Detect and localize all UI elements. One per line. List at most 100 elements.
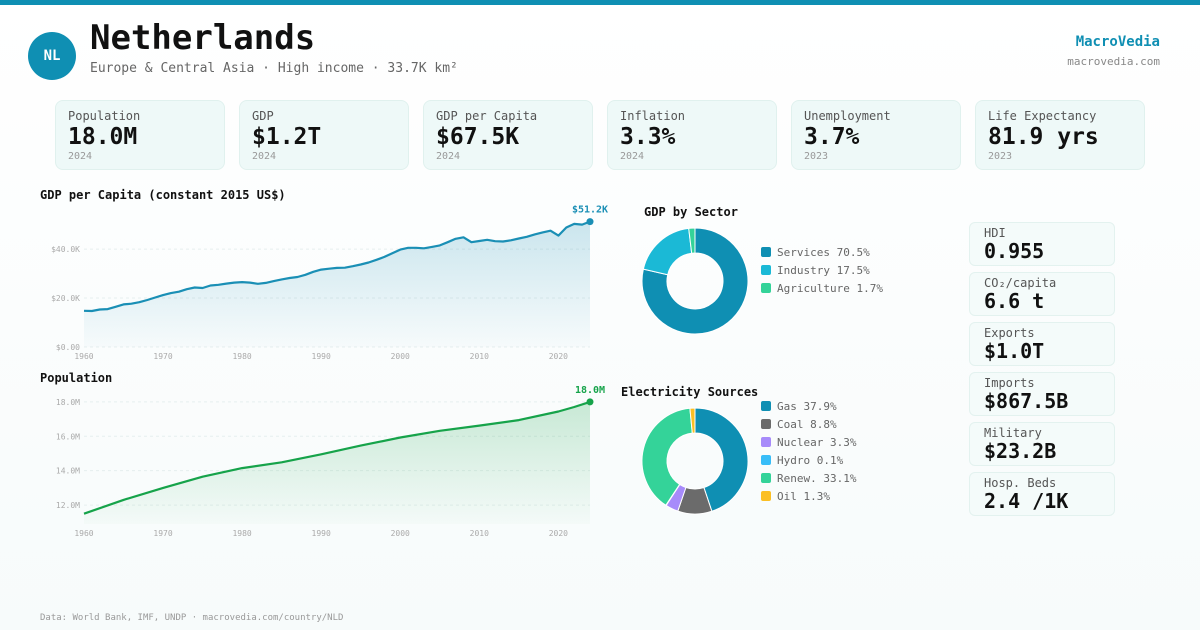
area-fill bbox=[84, 401, 590, 524]
legend-swatch bbox=[761, 265, 771, 275]
stat-card-hdi: HDI 0.955 bbox=[969, 222, 1115, 266]
x-tick-label: 2010 bbox=[470, 352, 489, 361]
legend-label: Nuclear 3.3% bbox=[777, 435, 857, 449]
kpi-card-gdp: GDP $1.2T 2024 bbox=[239, 100, 409, 170]
stat-card-imports: Imports $867.5B bbox=[969, 372, 1115, 416]
legend-swatch bbox=[761, 455, 771, 465]
series-line bbox=[83, 400, 591, 515]
stat-label: CO₂/capita bbox=[984, 276, 1057, 290]
legend-swatch bbox=[761, 491, 771, 501]
kpi-year: 2023 bbox=[988, 151, 1013, 162]
stat-value: $23.2B bbox=[984, 439, 1057, 463]
last-value-point bbox=[586, 218, 594, 226]
x-tick-label: 1960 bbox=[74, 352, 93, 361]
electricity-sources-legend: Gas 37.9% Coal 8.8% Nuclear 3.3% Hydro 0… bbox=[761, 397, 856, 505]
y-tick-label: $40.0K bbox=[51, 245, 80, 254]
slice-renew bbox=[641, 407, 693, 506]
legend-item-nuclear: Nuclear 3.3% bbox=[761, 433, 856, 451]
gdp-per-capita-chart-title: GDP per Capita (constant 2015 US$) bbox=[40, 188, 286, 202]
stat-value: $867.5B bbox=[984, 389, 1069, 413]
legend-item-renewables: Renew. 33.1% bbox=[761, 469, 856, 487]
kpi-label: Life Expectancy bbox=[988, 109, 1097, 123]
kpi-label: GDP bbox=[252, 109, 274, 123]
kpi-card-unemployment: Unemployment 3.7% 2023 bbox=[791, 100, 961, 170]
x-tick-label: 2000 bbox=[391, 352, 410, 361]
legend-label: Hydro 0.1% bbox=[777, 453, 844, 467]
stat-label: Hosp. Beds bbox=[984, 476, 1057, 490]
kpi-year: 2024 bbox=[252, 151, 277, 162]
stat-card-exports: Exports $1.0T bbox=[969, 322, 1115, 366]
x-tick-label: 1970 bbox=[153, 529, 172, 538]
kpi-card-life-expectancy: Life Expectancy 81.9 yrs 2023 bbox=[975, 100, 1145, 170]
legend-item-hydro: Hydro 0.1% bbox=[761, 451, 856, 469]
slice-services bbox=[641, 227, 749, 335]
slice-industry bbox=[642, 227, 693, 276]
country-code-badge: NL bbox=[28, 32, 76, 80]
kpi-label: Unemployment bbox=[804, 109, 891, 123]
last-value-point bbox=[586, 398, 594, 406]
legend-label: Oil 1.3% bbox=[777, 489, 830, 503]
x-tick-label: 1990 bbox=[312, 529, 331, 538]
gdp-by-sector-legend: Services 70.5% Industry 17.5% Agricultur… bbox=[761, 243, 883, 297]
data-source-footer: Data: World Bank, IMF, UNDP · macrovedia… bbox=[40, 613, 344, 623]
legend-label: Industry 17.5% bbox=[777, 263, 870, 277]
y-tick-label: 12.0M bbox=[56, 501, 80, 510]
y-tick-label: $20.0K bbox=[51, 294, 80, 303]
y-tick-label: 18.0M bbox=[56, 398, 80, 407]
country-subtitle: Europe & Central Asia · High income · 33… bbox=[90, 61, 458, 76]
legend-item-oil: Oil 1.3% bbox=[761, 487, 856, 505]
y-tick-label: 16.0M bbox=[56, 432, 80, 441]
stat-label: Exports bbox=[984, 326, 1035, 340]
kpi-value: 81.9 yrs bbox=[988, 124, 1099, 150]
kpi-year: 2024 bbox=[620, 151, 645, 162]
kpi-value: $67.5K bbox=[436, 124, 520, 150]
stat-label: HDI bbox=[984, 226, 1006, 240]
legend-item-gas: Gas 37.9% bbox=[761, 397, 856, 415]
last-value-label: $51.2K bbox=[572, 205, 608, 216]
kpi-label: Population bbox=[68, 109, 141, 123]
stat-card-hospital-beds: Hosp. Beds 2.4 /1K bbox=[969, 472, 1115, 516]
x-tick-label: 1990 bbox=[312, 352, 331, 361]
legend-swatch bbox=[761, 437, 771, 447]
electricity-sources-donut bbox=[641, 407, 749, 515]
kpi-value: $1.2T bbox=[252, 124, 322, 150]
x-tick-label: 2010 bbox=[470, 529, 489, 538]
stat-value: 0.955 bbox=[984, 239, 1045, 263]
slice-gas bbox=[694, 407, 749, 512]
kpi-year: 2024 bbox=[436, 151, 461, 162]
legend-swatch bbox=[761, 247, 771, 257]
legend-item-agriculture: Agriculture 1.7% bbox=[761, 279, 883, 297]
legend-swatch bbox=[761, 419, 771, 429]
kpi-label: Inflation bbox=[620, 109, 686, 123]
legend-label: Agriculture 1.7% bbox=[777, 281, 883, 295]
kpi-value: 3.7% bbox=[804, 124, 860, 150]
kpi-year: 2023 bbox=[804, 151, 829, 162]
top-accent-bar bbox=[0, 0, 1200, 5]
stat-card-military: Military $23.2B bbox=[969, 422, 1115, 466]
brand-logo-link[interactable]: MacroVedia bbox=[1075, 34, 1160, 50]
kpi-value: 18.0M bbox=[68, 124, 138, 150]
legend-item-services: Services 70.5% bbox=[761, 243, 883, 261]
kpi-card-inflation: Inflation 3.3% 2024 bbox=[607, 100, 777, 170]
brand-url-link[interactable]: macrovedia.com bbox=[1067, 55, 1160, 68]
legend-swatch bbox=[761, 283, 771, 293]
area-fill bbox=[84, 221, 590, 347]
gdp-by-sector-donut bbox=[641, 227, 749, 335]
stat-value: 6.6 t bbox=[984, 289, 1045, 313]
last-value-label: 18.0M bbox=[575, 385, 605, 396]
y-tick-label: 14.0M bbox=[56, 467, 80, 476]
legend-label: Coal 8.8% bbox=[777, 417, 837, 431]
stat-label: Imports bbox=[984, 376, 1035, 390]
kpi-year: 2024 bbox=[68, 151, 93, 162]
x-tick-label: 2020 bbox=[549, 529, 568, 538]
legend-swatch bbox=[761, 473, 771, 483]
slice-oil bbox=[689, 407, 696, 434]
stat-card-co2: CO₂/capita 6.6 t bbox=[969, 272, 1115, 316]
kpi-card-population: Population 18.0M 2024 bbox=[55, 100, 225, 170]
kpi-value: 3.3% bbox=[620, 124, 676, 150]
legend-label: Gas 37.9% bbox=[777, 399, 837, 413]
stat-label: Military bbox=[984, 426, 1042, 440]
x-tick-label: 1980 bbox=[232, 529, 251, 538]
x-tick-label: 2020 bbox=[549, 352, 568, 361]
